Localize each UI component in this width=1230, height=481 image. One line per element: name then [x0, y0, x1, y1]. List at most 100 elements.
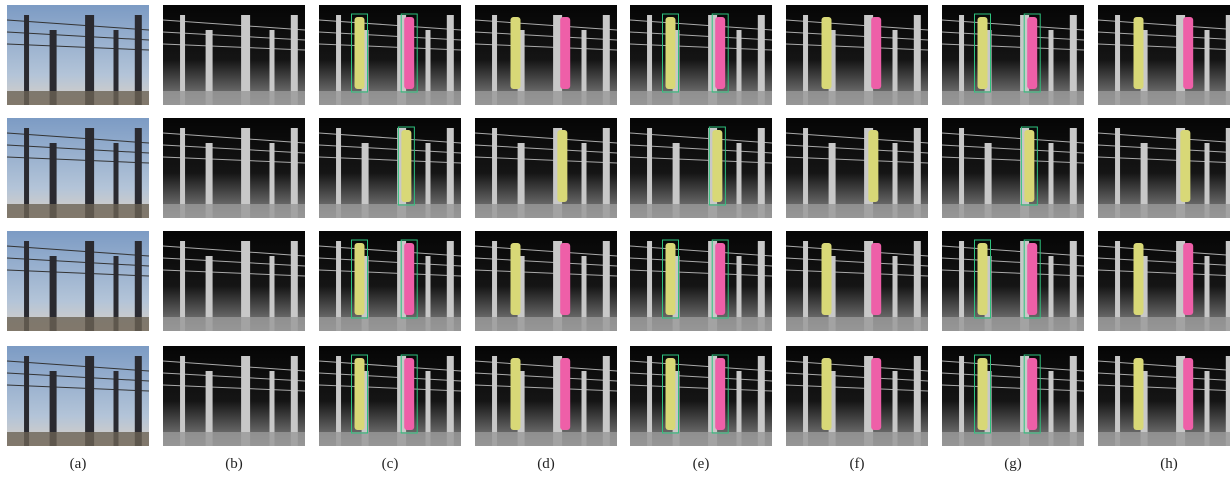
image-panel — [942, 118, 1084, 218]
segmented-insulator — [511, 358, 521, 430]
ground — [475, 91, 617, 105]
segmented-insulator — [511, 17, 521, 89]
image-panel — [319, 5, 461, 105]
segmented-insulator — [401, 130, 411, 202]
image-panel — [786, 118, 928, 218]
segmented-insulator — [1180, 130, 1190, 202]
ground — [7, 432, 149, 446]
column-label: (f) — [850, 456, 865, 472]
ground — [163, 91, 305, 105]
image-panel — [1098, 346, 1230, 446]
ground — [942, 432, 1084, 446]
segmented-insulator — [1027, 358, 1037, 430]
ground — [630, 432, 772, 446]
column-label: (a) — [70, 456, 87, 472]
ground — [1098, 91, 1230, 105]
ground — [942, 91, 1084, 105]
segmented-insulator — [666, 17, 676, 89]
ground — [786, 204, 928, 218]
image-panel — [7, 118, 149, 218]
segmented-insulator — [978, 358, 988, 430]
image-panel — [786, 346, 928, 446]
image-panel — [163, 231, 305, 331]
column-label: (e) — [693, 456, 710, 472]
image-panel — [163, 5, 305, 105]
ground — [7, 317, 149, 331]
image-panel — [319, 231, 461, 331]
ground — [475, 204, 617, 218]
ground — [7, 91, 149, 105]
segmented-insulator — [355, 17, 365, 89]
segmented-insulator — [978, 243, 988, 315]
image-panel — [630, 118, 772, 218]
image-panel — [786, 5, 928, 105]
segmented-insulator — [822, 17, 832, 89]
image-panel — [319, 118, 461, 218]
ground — [942, 317, 1084, 331]
image-panel — [630, 231, 772, 331]
segmented-insulator — [978, 17, 988, 89]
image-panel — [942, 5, 1084, 105]
column-label: (c) — [382, 456, 399, 472]
segmented-insulator — [715, 358, 725, 430]
segmented-insulator — [560, 243, 570, 315]
ground — [1098, 432, 1230, 446]
image-panel — [1098, 5, 1230, 105]
ground — [163, 204, 305, 218]
ground — [630, 91, 772, 105]
segmented-insulator — [404, 17, 414, 89]
ground — [319, 317, 461, 331]
segmented-insulator — [1183, 358, 1193, 430]
image-panel — [475, 5, 617, 105]
segmented-insulator — [560, 17, 570, 89]
image-panel — [630, 5, 772, 105]
ground — [630, 317, 772, 331]
segmented-insulator — [1027, 17, 1037, 89]
image-panel — [942, 346, 1084, 446]
segmented-insulator — [355, 358, 365, 430]
ground — [786, 317, 928, 331]
segmented-insulator — [822, 243, 832, 315]
ground — [475, 432, 617, 446]
ground — [786, 91, 928, 105]
column-label: (b) — [225, 456, 243, 472]
ground — [319, 432, 461, 446]
segmented-insulator — [1183, 243, 1193, 315]
image-panel — [942, 231, 1084, 331]
segmented-insulator — [871, 243, 881, 315]
segmented-insulator — [560, 358, 570, 430]
segmented-insulator — [557, 130, 567, 202]
image-panel — [475, 346, 617, 446]
image-panel — [319, 346, 461, 446]
ground — [7, 204, 149, 218]
segmented-insulator — [712, 130, 722, 202]
segmented-insulator — [666, 358, 676, 430]
column-label: (h) — [1160, 456, 1178, 472]
segmented-insulator — [822, 358, 832, 430]
ground — [319, 91, 461, 105]
segmented-insulator — [1024, 130, 1034, 202]
figure-grid: (a)(b)(c)(d)(e)(f)(g)(h) — [0, 0, 1230, 481]
segmented-insulator — [404, 358, 414, 430]
segmented-insulator — [868, 130, 878, 202]
ground — [163, 317, 305, 331]
segmented-insulator — [1134, 243, 1144, 315]
ground — [1098, 204, 1230, 218]
ground — [786, 432, 928, 446]
segmented-insulator — [1134, 17, 1144, 89]
segmented-insulator — [871, 17, 881, 89]
image-panel — [163, 118, 305, 218]
image-panel — [7, 231, 149, 331]
image-panel — [7, 346, 149, 446]
image-panel — [630, 346, 772, 446]
image-panel — [475, 231, 617, 331]
ground — [163, 432, 305, 446]
image-panel — [786, 231, 928, 331]
image-panel — [163, 346, 305, 446]
segmented-insulator — [715, 17, 725, 89]
image-panel — [1098, 118, 1230, 218]
segmented-insulator — [355, 243, 365, 315]
ground — [319, 204, 461, 218]
column-label: (d) — [537, 456, 555, 472]
ground — [1098, 317, 1230, 331]
